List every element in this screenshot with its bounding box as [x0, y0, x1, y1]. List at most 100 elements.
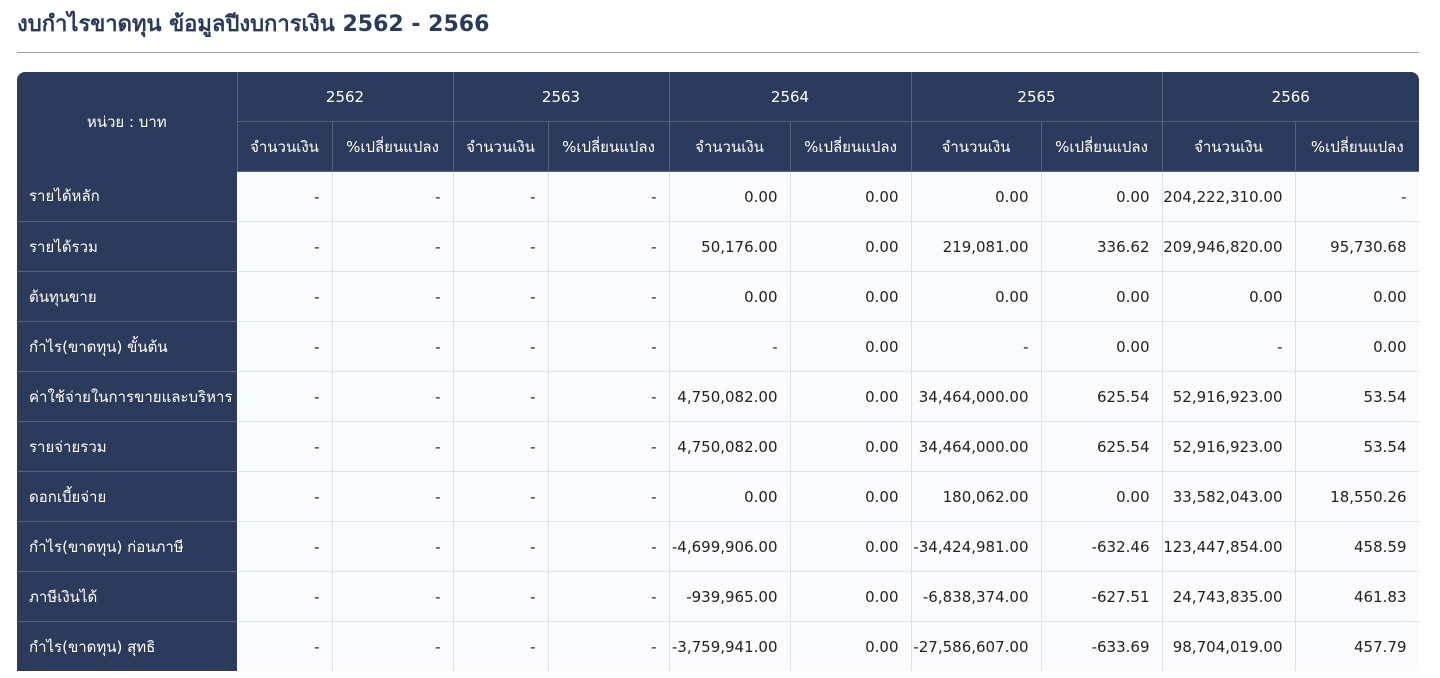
- row-label: รายจ่ายรวม: [17, 421, 237, 472]
- amount-cell: -939,965.00: [669, 571, 791, 622]
- amount-cell: -: [453, 421, 549, 472]
- amount-cell: -: [237, 621, 333, 671]
- header-row-subcolumns: จำนวนเงิน %เปลี่ยนแปลง จำนวนเงิน %เปลี่ยนแป…: [17, 121, 1419, 172]
- amount-cell: -34,424,981.00: [911, 521, 1042, 572]
- unit-label: หน่วย : บาท: [17, 72, 238, 172]
- change-cell: 458.59: [1295, 521, 1419, 572]
- change-column-header: %เปลี่ยนแปลง: [548, 121, 670, 172]
- change-cell: -: [548, 371, 670, 422]
- change-cell: 0.00: [1041, 171, 1163, 222]
- change-cell: -: [548, 321, 670, 372]
- change-cell: -: [548, 521, 670, 572]
- income-statement-table: หน่วย : บาท 2562 2563 2564 2565 2566 จำน…: [17, 72, 1419, 671]
- amount-cell: -: [1162, 321, 1296, 372]
- amount-cell: 50,176.00: [669, 221, 791, 272]
- row-label: ค่าใช้จ่ายในการขายและบริหาร: [17, 371, 237, 422]
- amount-cell: 98,704,019.00: [1162, 621, 1296, 671]
- amount-cell: -: [911, 321, 1042, 372]
- table-row: รายได้รวม - - - -50,176.00 0.00 219,081.00 336.…: [17, 221, 1419, 272]
- change-cell: -: [548, 271, 670, 322]
- change-cell: 0.00: [790, 221, 912, 272]
- amount-cell: 180,062.00: [911, 471, 1042, 522]
- table-row: รายได้หลัก - - - -0.00 0.00 0.00 0.00 204,222,31…: [17, 171, 1419, 222]
- amount-cell: -: [237, 171, 333, 222]
- change-cell: 0.00: [1295, 271, 1419, 322]
- change-cell: 625.54: [1041, 421, 1163, 472]
- amount-cell: 34,464,000.00: [911, 421, 1042, 472]
- change-cell: -: [332, 521, 454, 572]
- row-label: ภาษีเงินได้: [17, 571, 237, 622]
- change-cell: 336.62: [1041, 221, 1163, 272]
- row-label: ต้นทุนขาย: [17, 271, 237, 322]
- change-cell: -632.46: [1041, 521, 1163, 572]
- amount-cell: 123,447,854.00: [1162, 521, 1296, 572]
- change-cell: -: [548, 421, 670, 472]
- table-row: ภาษีเงินได้ - - - - -939,965.00 0.00 -6,838,374…: [17, 571, 1419, 622]
- row-label: รายได้รวม: [17, 221, 237, 272]
- change-cell: -: [332, 571, 454, 622]
- amount-cell: 0.00: [911, 171, 1042, 222]
- amount-cell: -: [237, 271, 333, 322]
- amount-cell: 52,916,923.00: [1162, 421, 1296, 472]
- change-cell: 0.00: [790, 171, 912, 222]
- change-cell: 53.54: [1295, 371, 1419, 422]
- row-label: ดอกเบี้ยจ่าย: [17, 471, 237, 522]
- amount-column-header: จำนวนเงิน: [237, 121, 333, 172]
- row-label: กำไร(ขาดทุน) ก่อนภาษี: [17, 521, 237, 572]
- year-header: 2566: [1162, 72, 1419, 122]
- header-row-years: หน่วย : บาท 2562 2563 2564 2565 2566: [17, 72, 1419, 172]
- amount-cell: -: [453, 371, 549, 422]
- table-header: หน่วย : บาท 2562 2563 2564 2565 2566 จำน…: [17, 72, 1419, 172]
- row-label: กำไร(ขาดทุน) สุทธิ: [17, 621, 237, 671]
- change-column-header: %เปลี่ยนแปลง: [790, 121, 912, 172]
- table-body: รายได้หลัก - - - -0.00 0.00 0.00 0.00 204,222,31…: [17, 171, 1419, 671]
- amount-cell: 209,946,820.00: [1162, 221, 1296, 272]
- title-divider: [17, 52, 1419, 53]
- change-cell: 625.54: [1041, 371, 1163, 422]
- change-cell: -: [332, 371, 454, 422]
- change-cell: -: [332, 421, 454, 472]
- year-header: 2562: [237, 72, 454, 122]
- table-row: กำไร(ขาดทุน) ก่อนภาษี - - - - -4,699,906.00 0.…: [17, 521, 1419, 572]
- change-cell: 18,550.26: [1295, 471, 1419, 522]
- change-cell: 0.00: [790, 321, 912, 372]
- amount-cell: 52,916,923.00: [1162, 371, 1296, 422]
- amount-cell: 33,582,043.00: [1162, 471, 1296, 522]
- income-statement-table-container: หน่วย : บาท 2562 2563 2564 2565 2566 จำน…: [17, 72, 1419, 671]
- amount-cell: -: [669, 321, 791, 372]
- change-cell: -: [332, 221, 454, 272]
- amount-cell: -6,838,374.00: [911, 571, 1042, 622]
- change-cell: -: [548, 571, 670, 622]
- change-cell: 0.00: [790, 521, 912, 572]
- change-cell: 0.00: [1041, 271, 1163, 322]
- change-cell: 0.00: [790, 571, 912, 622]
- change-cell: -633.69: [1041, 621, 1163, 671]
- change-cell: -: [332, 271, 454, 322]
- amount-cell: -: [237, 371, 333, 422]
- amount-cell: -27,586,607.00: [911, 621, 1042, 671]
- change-cell: -: [548, 171, 670, 222]
- amount-cell: -3,759,941.00: [669, 621, 791, 671]
- year-header: 2563: [453, 72, 670, 122]
- change-cell: 95,730.68: [1295, 221, 1419, 272]
- amount-cell: -4,699,906.00: [669, 521, 791, 572]
- table-row: กำไร(ขาดทุน) ขั้นต้น - - - - -0.00-0.00-0.00: [17, 321, 1419, 372]
- amount-column-header: จำนวนเงิน: [669, 121, 791, 172]
- amount-cell: 219,081.00: [911, 221, 1042, 272]
- change-cell: -: [548, 621, 670, 671]
- amount-cell: 24,743,835.00: [1162, 571, 1296, 622]
- table-row: ต้นทุนขาย - - - -0.00 0.00 0.00 0.00 0.00 0.00: [17, 271, 1419, 322]
- amount-cell: 0.00: [669, 471, 791, 522]
- change-column-header: %เปลี่ยนแปลง: [1295, 121, 1419, 172]
- amount-cell: 4,750,082.00: [669, 371, 791, 422]
- amount-cell: -: [453, 471, 549, 522]
- change-cell: 0.00: [790, 621, 912, 671]
- amount-cell: -: [237, 521, 333, 572]
- table-row: กำไร(ขาดทุน) สุทธิ - - - - -3,759,941.00 0.00-…: [17, 621, 1419, 671]
- amount-cell: -: [453, 271, 549, 322]
- amount-cell: -: [237, 221, 333, 272]
- change-cell: -: [332, 171, 454, 222]
- table-row: ค่าใช้จ่ายในการขายและบริหาร - - - -4,750,082…: [17, 371, 1419, 422]
- amount-cell: 0.00: [911, 271, 1042, 322]
- amount-column-header: จำนวนเงิน: [453, 121, 549, 172]
